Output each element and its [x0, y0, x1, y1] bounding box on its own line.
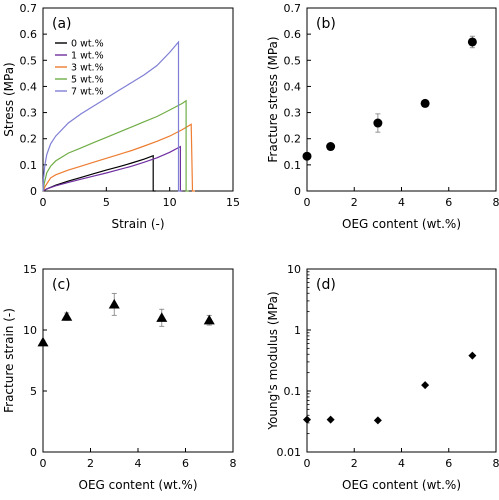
x-tick-label: 2 — [351, 196, 358, 209]
legend-label: 5 wt.% — [71, 75, 104, 86]
panel-label: (b) — [316, 16, 336, 32]
x-tick-label: 5 — [103, 196, 110, 209]
data-point — [421, 381, 430, 390]
series-line — [42, 40, 182, 192]
x-tick-label: 8 — [493, 196, 499, 209]
plot-frame — [42, 268, 234, 453]
y-tick-label: 0.4 — [20, 80, 38, 93]
x-tick-label: 8 — [493, 457, 499, 470]
data-point — [203, 314, 215, 325]
data-point — [467, 37, 477, 47]
plot-frame — [306, 268, 497, 453]
x-tick-label: 4 — [398, 196, 405, 209]
series-line — [42, 99, 189, 192]
x-tick-label: 2 — [351, 457, 358, 470]
x-tick-label: 6 — [445, 196, 452, 209]
x-tick-label: 0 — [304, 457, 311, 470]
y-axis-label: Young's modulus (MPa) — [266, 291, 280, 430]
data-point — [326, 415, 335, 424]
y-tick-label: 15 — [23, 263, 37, 276]
data-point — [373, 118, 383, 128]
y-tick-label: 0.1 — [284, 385, 302, 398]
y-tick-label: 0.5 — [20, 54, 38, 67]
panel-b: 0 2 4 6 8 0 0.1 0.2 0.3 0.4 0.5 0.6 0.7 OEG content (… — [266, 2, 499, 231]
y-tick-label: 0.1 — [20, 159, 38, 172]
y-tick-label: 10 — [23, 324, 37, 337]
y-tick-label: 0 — [294, 185, 301, 198]
data-point — [468, 351, 477, 360]
x-tick-label: 0 — [40, 196, 47, 209]
y-tick-label: 0.7 — [20, 2, 38, 15]
y-tick-label: 0.01 — [277, 446, 302, 459]
panel-label: (a) — [52, 16, 72, 32]
y-tick-label: 0.4 — [284, 80, 302, 93]
y-tick-label: 0.7 — [284, 2, 302, 15]
x-axis-label: OEG content (wt.%) — [79, 478, 198, 492]
y-tick-label: 0.1 — [284, 159, 302, 172]
x-tick-label: 0 — [304, 196, 311, 209]
data-point — [326, 142, 336, 152]
x-tick-label: 6 — [445, 457, 452, 470]
x-tick-label: 2 — [87, 457, 94, 470]
x-tick-label: 4 — [398, 457, 405, 470]
x-tick-label: 4 — [135, 457, 142, 470]
data-point — [303, 415, 311, 424]
legend-label: 7 wt.% — [71, 87, 104, 98]
y-axis-label: Fracture stress (MPa) — [266, 36, 280, 162]
y-tick-label: 1 — [294, 324, 301, 337]
x-axis-label: OEG content (wt.%) — [342, 478, 461, 492]
y-tick-label: 0.6 — [20, 28, 38, 41]
data-point — [373, 416, 382, 425]
x-tick-label: 10 — [163, 196, 177, 209]
legend-label: 1 wt.% — [71, 51, 104, 62]
x-axis-label: OEG content (wt.%) — [342, 217, 461, 231]
panel-d: 0 2 4 6 8 0.01 0.1 1 10 OEG content (wt.%) Young's… — [266, 263, 499, 492]
data-point — [156, 312, 168, 322]
y-tick-label: 0.5 — [284, 54, 302, 67]
y-tick-label: 0.6 — [284, 28, 302, 41]
data-point — [37, 336, 49, 347]
data-point — [108, 298, 120, 309]
x-tick-label: 15 — [226, 196, 240, 209]
panel-c: 0 2 4 6 8 0 5 10 15 OEG content (wt.%) Fracture st… — [2, 263, 237, 492]
plot-frame — [42, 7, 234, 192]
x-axis-label: Strain (-) — [111, 217, 164, 231]
y-tick-label: 0.2 — [20, 133, 38, 146]
y-axis-label: Stress (MPa) — [2, 62, 16, 136]
data-point — [61, 311, 73, 321]
x-tick-label: 0 — [40, 457, 47, 470]
series-line — [42, 123, 195, 192]
y-tick-label: 0.2 — [284, 133, 302, 146]
data-point — [302, 151, 312, 161]
panel-label: (d) — [316, 277, 336, 293]
x-tick-label: 8 — [230, 457, 237, 470]
y-tick-label: 5 — [30, 385, 37, 398]
y-tick-label: 10 — [287, 263, 301, 276]
y-tick-label: 0 — [30, 446, 37, 459]
series-line — [42, 145, 183, 192]
x-tick-label: 6 — [182, 457, 189, 470]
data-point — [420, 98, 430, 108]
y-axis-label: Fracture strain (-) — [2, 308, 16, 413]
plot-frame — [306, 7, 497, 192]
y-tick-label: 0.3 — [20, 107, 38, 120]
y-tick-label: 0.3 — [284, 107, 302, 120]
y-tick-label: 0 — [30, 185, 37, 198]
panel-a: 0 5 10 15 0 0.1 0.2 0.3 0.4 0.5 0.6 0.7 Strain (-) St… — [2, 2, 240, 231]
legend-label: 3 wt.% — [71, 63, 104, 74]
legend-label: 0 wt.% — [71, 39, 104, 50]
panel-label: (c) — [52, 277, 71, 293]
